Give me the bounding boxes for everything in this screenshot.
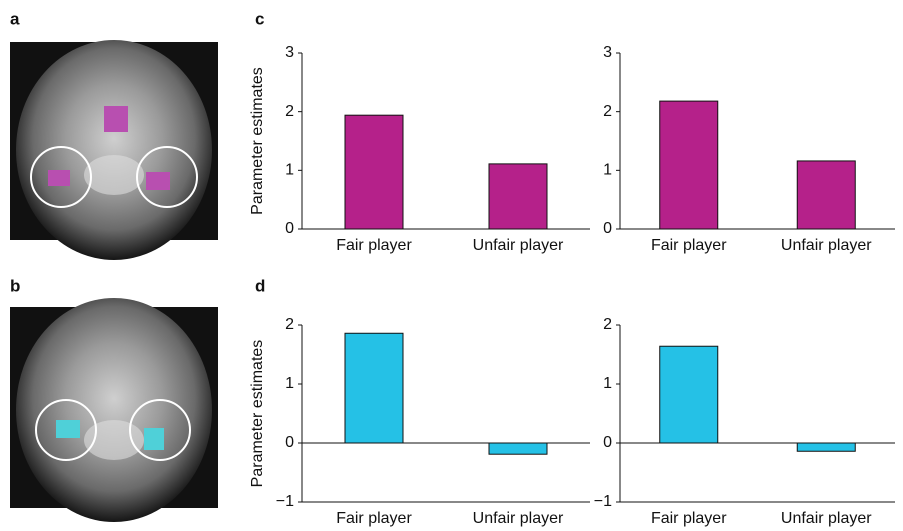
- y-axis-label: Parameter estimates: [249, 67, 266, 215]
- y-tick-label: 0: [603, 434, 612, 451]
- y-tick-label: 2: [603, 103, 612, 120]
- panel-label: c: [255, 9, 264, 28]
- x-tick-label: Fair player: [651, 510, 727, 527]
- y-tick-label: 2: [603, 316, 612, 333]
- y-tick-label: 3: [603, 44, 612, 61]
- x-tick-label: Unfair player: [473, 237, 564, 254]
- x-tick-label: Unfair player: [781, 510, 872, 527]
- y-tick-label: 2: [285, 103, 294, 120]
- x-tick-label: Fair player: [336, 237, 412, 254]
- y-tick-label: 2: [285, 316, 294, 333]
- y-tick-label: −1: [276, 493, 294, 510]
- x-tick-label: Unfair player: [781, 237, 872, 254]
- y-tick-label: 1: [603, 375, 612, 392]
- bar: [659, 345, 719, 444]
- x-tick-label: Fair player: [651, 237, 727, 254]
- x-tick-label: Fair player: [336, 510, 412, 527]
- bar: [796, 442, 856, 452]
- bar: [488, 163, 548, 230]
- y-tick-label: −1: [594, 493, 612, 510]
- y-tick-label: 1: [285, 375, 294, 392]
- bar: [488, 442, 548, 455]
- bar: [344, 332, 404, 444]
- y-tick-label: 1: [285, 162, 294, 179]
- brain-image-b: [10, 298, 218, 522]
- y-tick-label: 0: [285, 434, 294, 451]
- panel-label: a: [10, 9, 20, 28]
- panel-label: d: [255, 276, 265, 295]
- bar: [796, 160, 856, 230]
- bar: [344, 114, 404, 230]
- y-tick-label: 3: [285, 44, 294, 61]
- panel-label: b: [10, 276, 20, 295]
- bar: [659, 100, 719, 230]
- y-tick-label: 0: [285, 220, 294, 237]
- x-tick-label: Unfair player: [473, 510, 564, 527]
- brain-image-a: [10, 40, 218, 260]
- y-tick-label: 1: [603, 162, 612, 179]
- y-axis-label: Parameter estimates: [249, 340, 266, 488]
- y-tick-label: 0: [603, 220, 612, 237]
